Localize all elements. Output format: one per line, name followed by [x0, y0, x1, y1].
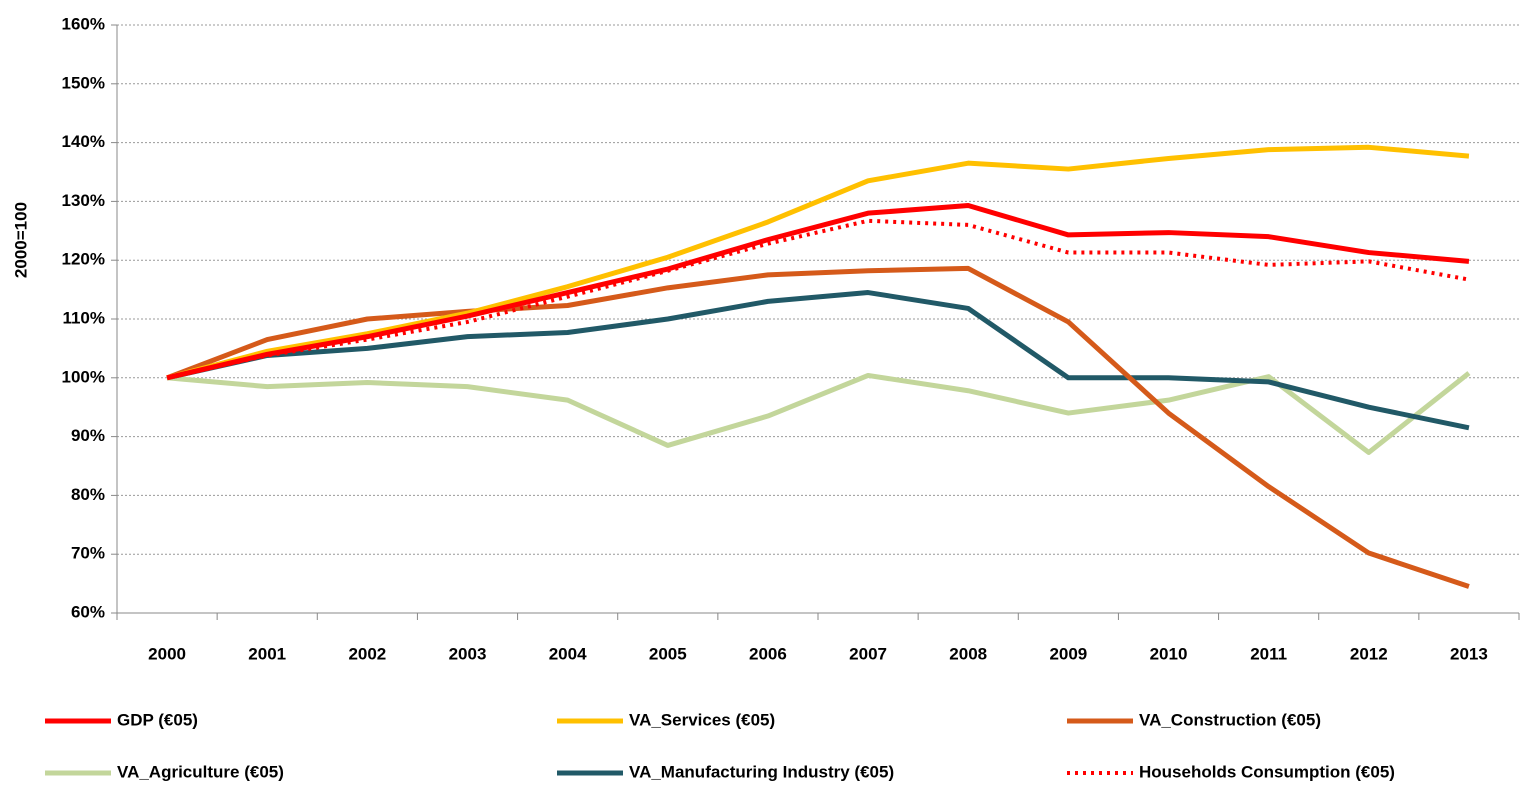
series-line	[166, 265, 1470, 589]
x-tick-label: 2000	[148, 644, 186, 663]
y-tick-label: 140%	[62, 132, 105, 151]
legend-label: VA_Services (€05)	[629, 710, 775, 729]
x-tick-label: 2009	[1049, 644, 1087, 663]
y-tick-label: 160%	[62, 14, 105, 33]
y-tick-label: 150%	[62, 73, 105, 92]
y-tick-label: 90%	[71, 426, 105, 445]
x-tick-label: 2006	[749, 644, 787, 663]
x-tick-label: 2007	[849, 644, 887, 663]
y-tick-label: 100%	[62, 367, 105, 386]
x-tick-label: 2005	[649, 644, 687, 663]
legend-label: GDP (€05)	[117, 710, 198, 729]
series-line	[166, 290, 1470, 431]
x-tick-label: 2011	[1250, 644, 1287, 663]
y-tick-label: 120%	[62, 250, 105, 269]
y-tick-label: 60%	[71, 602, 105, 621]
x-tick-label: 2008	[949, 644, 987, 663]
x-tick-label: 2003	[449, 644, 487, 663]
y-tick-label: 70%	[71, 544, 105, 563]
legend-label: VA_Manufacturing Industry (€05)	[629, 762, 894, 781]
series-line	[166, 203, 1470, 381]
x-tick-label: 2004	[549, 644, 587, 663]
y-tick-label: 110%	[62, 308, 105, 327]
x-tick-label: 2012	[1350, 644, 1388, 663]
y-tick-label: 80%	[71, 485, 105, 504]
y-axis-label: 2000=100	[11, 202, 30, 278]
x-tick-label: 2010	[1150, 644, 1188, 663]
x-tick-label: 2013	[1450, 644, 1488, 663]
legend-label: VA_Agriculture (€05)	[117, 762, 284, 781]
legend-label: Households Consumption (€05)	[1139, 762, 1395, 781]
series-line	[166, 144, 1470, 381]
y-tick-label: 130%	[62, 191, 105, 210]
x-tick-label: 2002	[348, 644, 386, 663]
legend-label: VA_Construction (€05)	[1139, 710, 1321, 729]
x-tick-label: 2001	[248, 644, 286, 663]
